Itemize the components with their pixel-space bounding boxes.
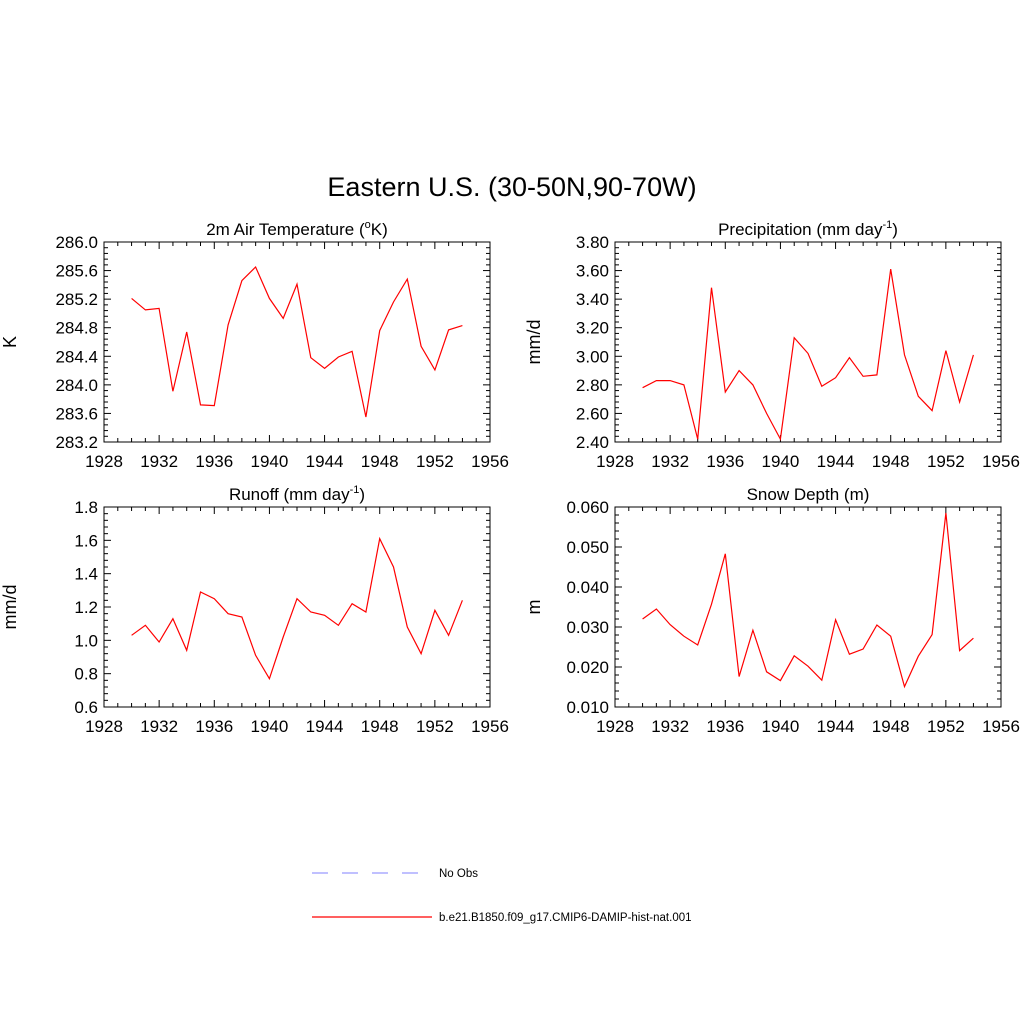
runoff-ytick-label: 1.2: [74, 598, 98, 617]
snow-depth-ytick-label: 0.030: [566, 618, 609, 637]
runoff-ytick-label: 1.8: [74, 498, 98, 517]
snow-depth-ytick-label: 0.040: [566, 578, 609, 597]
precipitation-plot-frame: [614, 241, 1002, 443]
panel-precipitation: 1928 1932 1936 1940 1944 1948 1952 1956 2.40 2.60…: [524, 219, 1020, 471]
air-temperature-xtick-label: 1952: [416, 452, 454, 471]
air-temperature-ytick-label: 284.8: [55, 319, 98, 338]
air-temperature-title-superscript: o: [365, 219, 371, 231]
air-temperature-ylabel: K: [0, 336, 20, 348]
legend-label-no-obs: No Obs: [439, 868, 478, 880]
legend: No Obs b.e21.B1850.f09_g17.CMIP6-DAMIP-h…: [312, 868, 692, 924]
runoff-ytick-label: 0.8: [74, 665, 98, 684]
runoff-xtick-label: 1956: [471, 717, 509, 736]
runoff-ylabel: mm/d: [0, 585, 20, 630]
precipitation-xtick-label: 1936: [706, 452, 744, 471]
runoff-xtick-label: 1928: [85, 717, 123, 736]
snow-depth-title: Snow Depth (m): [747, 485, 870, 504]
snow-depth-ytick-label: 0.050: [566, 538, 609, 557]
snow-depth-xtick-label: 1952: [927, 717, 965, 736]
runoff-ytick-label: 1.4: [74, 565, 98, 584]
air-temperature-ytick-label: 285.6: [55, 262, 98, 281]
precipitation-ytick-label: 3.40: [576, 290, 609, 309]
snow-depth-ytick-label: 0.020: [566, 658, 609, 677]
precipitation-xtick-label: 1944: [817, 452, 855, 471]
precipitation-ytick-label: 3.80: [576, 233, 609, 252]
precipitation-ytick-label: 3.60: [576, 262, 609, 281]
runoff-xtick-label: 1932: [140, 717, 178, 736]
precipitation-ytick-label: 3.20: [576, 319, 609, 338]
precipitation-ylabel: mm/d: [524, 320, 544, 365]
runoff-title: Runoff (mm day-1): [229, 484, 365, 504]
air-temperature-xtick-label: 1936: [195, 452, 233, 471]
snow-depth-series-line: [642, 512, 974, 689]
figure-title: Eastern U.S. (30-50N,90-70W): [327, 172, 696, 202]
air-temperature-xtick-label: 1944: [306, 452, 344, 471]
precipitation-title-main: Precipitation (mm day: [718, 220, 883, 239]
air-temperature-title-tail: K): [371, 220, 388, 239]
precipitation-title-superscript: -1: [882, 219, 892, 231]
panels: 1928 1932 1936 1940 1944 1948 1952 1956 283.2 283…: [0, 219, 1020, 736]
air-temperature-plot-frame: [103, 241, 491, 443]
air-temperature-xtick-label: 1948: [361, 452, 399, 471]
runoff-plot-frame: [103, 506, 491, 708]
precipitation-ytick-label: 2.60: [576, 404, 609, 423]
air-temperature-xtick-label: 1928: [85, 452, 123, 471]
panel-runoff: 1928 1932 1936 1940 1944 1948 1952 1956 0.6 0.8 1.…: [0, 484, 509, 736]
precipitation-ytick-label: 2.80: [576, 376, 609, 395]
runoff-xtick-label: 1952: [416, 717, 454, 736]
snow-depth-xtick-label: 1956: [982, 717, 1020, 736]
legend-label-model: b.e21.B1850.f09_g17.CMIP6-DAMIP-hist-nat…: [439, 912, 692, 924]
snow-depth-xtick-label: 1940: [762, 717, 800, 736]
air-temperature-title-main: 2m Air Temperature (: [206, 220, 365, 239]
runoff-title-main: Runoff (mm day: [229, 485, 350, 504]
runoff-ytick-label: 1.6: [74, 531, 98, 550]
air-temperature-xtick-label: 1932: [140, 452, 178, 471]
precipitation-xtick-label: 1952: [927, 452, 965, 471]
snow-depth-ylabel: m: [524, 600, 544, 615]
precipitation-xtick-label: 1932: [651, 452, 689, 471]
precipitation-title: Precipitation (mm day-1): [718, 219, 898, 239]
precipitation-ytick-label: 2.40: [576, 433, 609, 452]
precipitation-xtick-label: 1928: [596, 452, 634, 471]
air-temperature-title: 2m Air Temperature (oK): [206, 219, 388, 239]
air-temperature-ytick-label: 283.6: [55, 404, 98, 423]
air-temperature-ytick-label: 285.2: [55, 290, 98, 309]
air-temperature-xtick-label: 1940: [251, 452, 289, 471]
precipitation-ytick-label: 3.00: [576, 347, 609, 366]
runoff-xtick-label: 1948: [361, 717, 399, 736]
air-temperature-ytick-label: 286.0: [55, 233, 98, 252]
precipitation-xtick-label: 1948: [872, 452, 910, 471]
runoff-ytick-label: 1.0: [74, 631, 98, 650]
runoff-xtick-label: 1944: [306, 717, 344, 736]
snow-depth-xtick-label: 1944: [817, 717, 855, 736]
precipitation-xtick-label: 1956: [982, 452, 1020, 471]
runoff-ytick-label: 0.6: [74, 698, 98, 717]
runoff-title-superscript: -1: [350, 484, 360, 496]
snow-depth-xtick-label: 1936: [706, 717, 744, 736]
precipitation-xtick-label: 1940: [762, 452, 800, 471]
snow-depth-xtick-label: 1948: [872, 717, 910, 736]
runoff-xtick-label: 1936: [195, 717, 233, 736]
snow-depth-title-main: Snow Depth (m): [747, 485, 870, 504]
snow-depth-ytick-label: 0.060: [566, 498, 609, 517]
air-temperature-xtick-label: 1956: [471, 452, 509, 471]
precipitation-title-tail: ): [892, 220, 898, 239]
panel-air-temperature: 1928 1932 1936 1940 1944 1948 1952 1956 283.2 283…: [0, 219, 509, 471]
runoff-title-tail: ): [359, 485, 365, 504]
air-temperature-ytick-label: 284.0: [55, 376, 98, 395]
runoff-series-line: [131, 536, 463, 681]
snow-depth-ytick-label: 0.010: [566, 698, 609, 717]
panel-snow-depth: 1928 1932 1936 1940 1944 1948 1952 1956 0.010 0.0…: [524, 485, 1020, 736]
air-temperature-series-line: [131, 265, 463, 418]
runoff-xtick-label: 1940: [251, 717, 289, 736]
air-temperature-ytick-label: 283.2: [55, 433, 98, 452]
precipitation-series-line: [642, 269, 974, 442]
air-temperature-ytick-label: 284.4: [55, 347, 98, 366]
snow-depth-xtick-label: 1932: [651, 717, 689, 736]
snow-depth-xtick-label: 1928: [596, 717, 634, 736]
